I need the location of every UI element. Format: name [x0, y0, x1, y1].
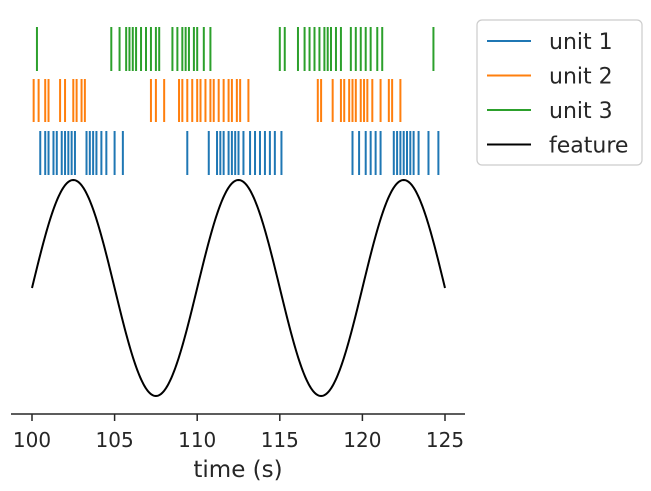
raster-row-unit-2 [32, 79, 402, 122]
legend-label: unit 2 [549, 65, 613, 90]
legend: unit 1 unit 2 unit 3 feature [476, 19, 643, 166]
x-tick-label: 110 [178, 428, 216, 452]
feature-line [31, 178, 446, 398]
x-tick-label: 100 [13, 428, 51, 452]
raster-row-unit-1 [39, 131, 440, 175]
x-axis-label: time (s) [193, 457, 282, 483]
x-tick-label: 120 [343, 428, 381, 452]
raster-row-unit-3 [35, 27, 435, 71]
x-tick-label: 115 [261, 428, 299, 452]
x-tick-label: 105 [96, 428, 134, 452]
x-tick-label: 125 [426, 428, 464, 452]
legend-label: feature [549, 134, 628, 159]
legend-label: unit 1 [549, 30, 613, 55]
plot-area [31, 27, 446, 398]
spike-raster [32, 27, 440, 175]
legend-frame [476, 19, 643, 166]
legend-label: unit 3 [549, 99, 613, 124]
x-axis: 100 105 110 115 120 125 [11, 413, 465, 452]
